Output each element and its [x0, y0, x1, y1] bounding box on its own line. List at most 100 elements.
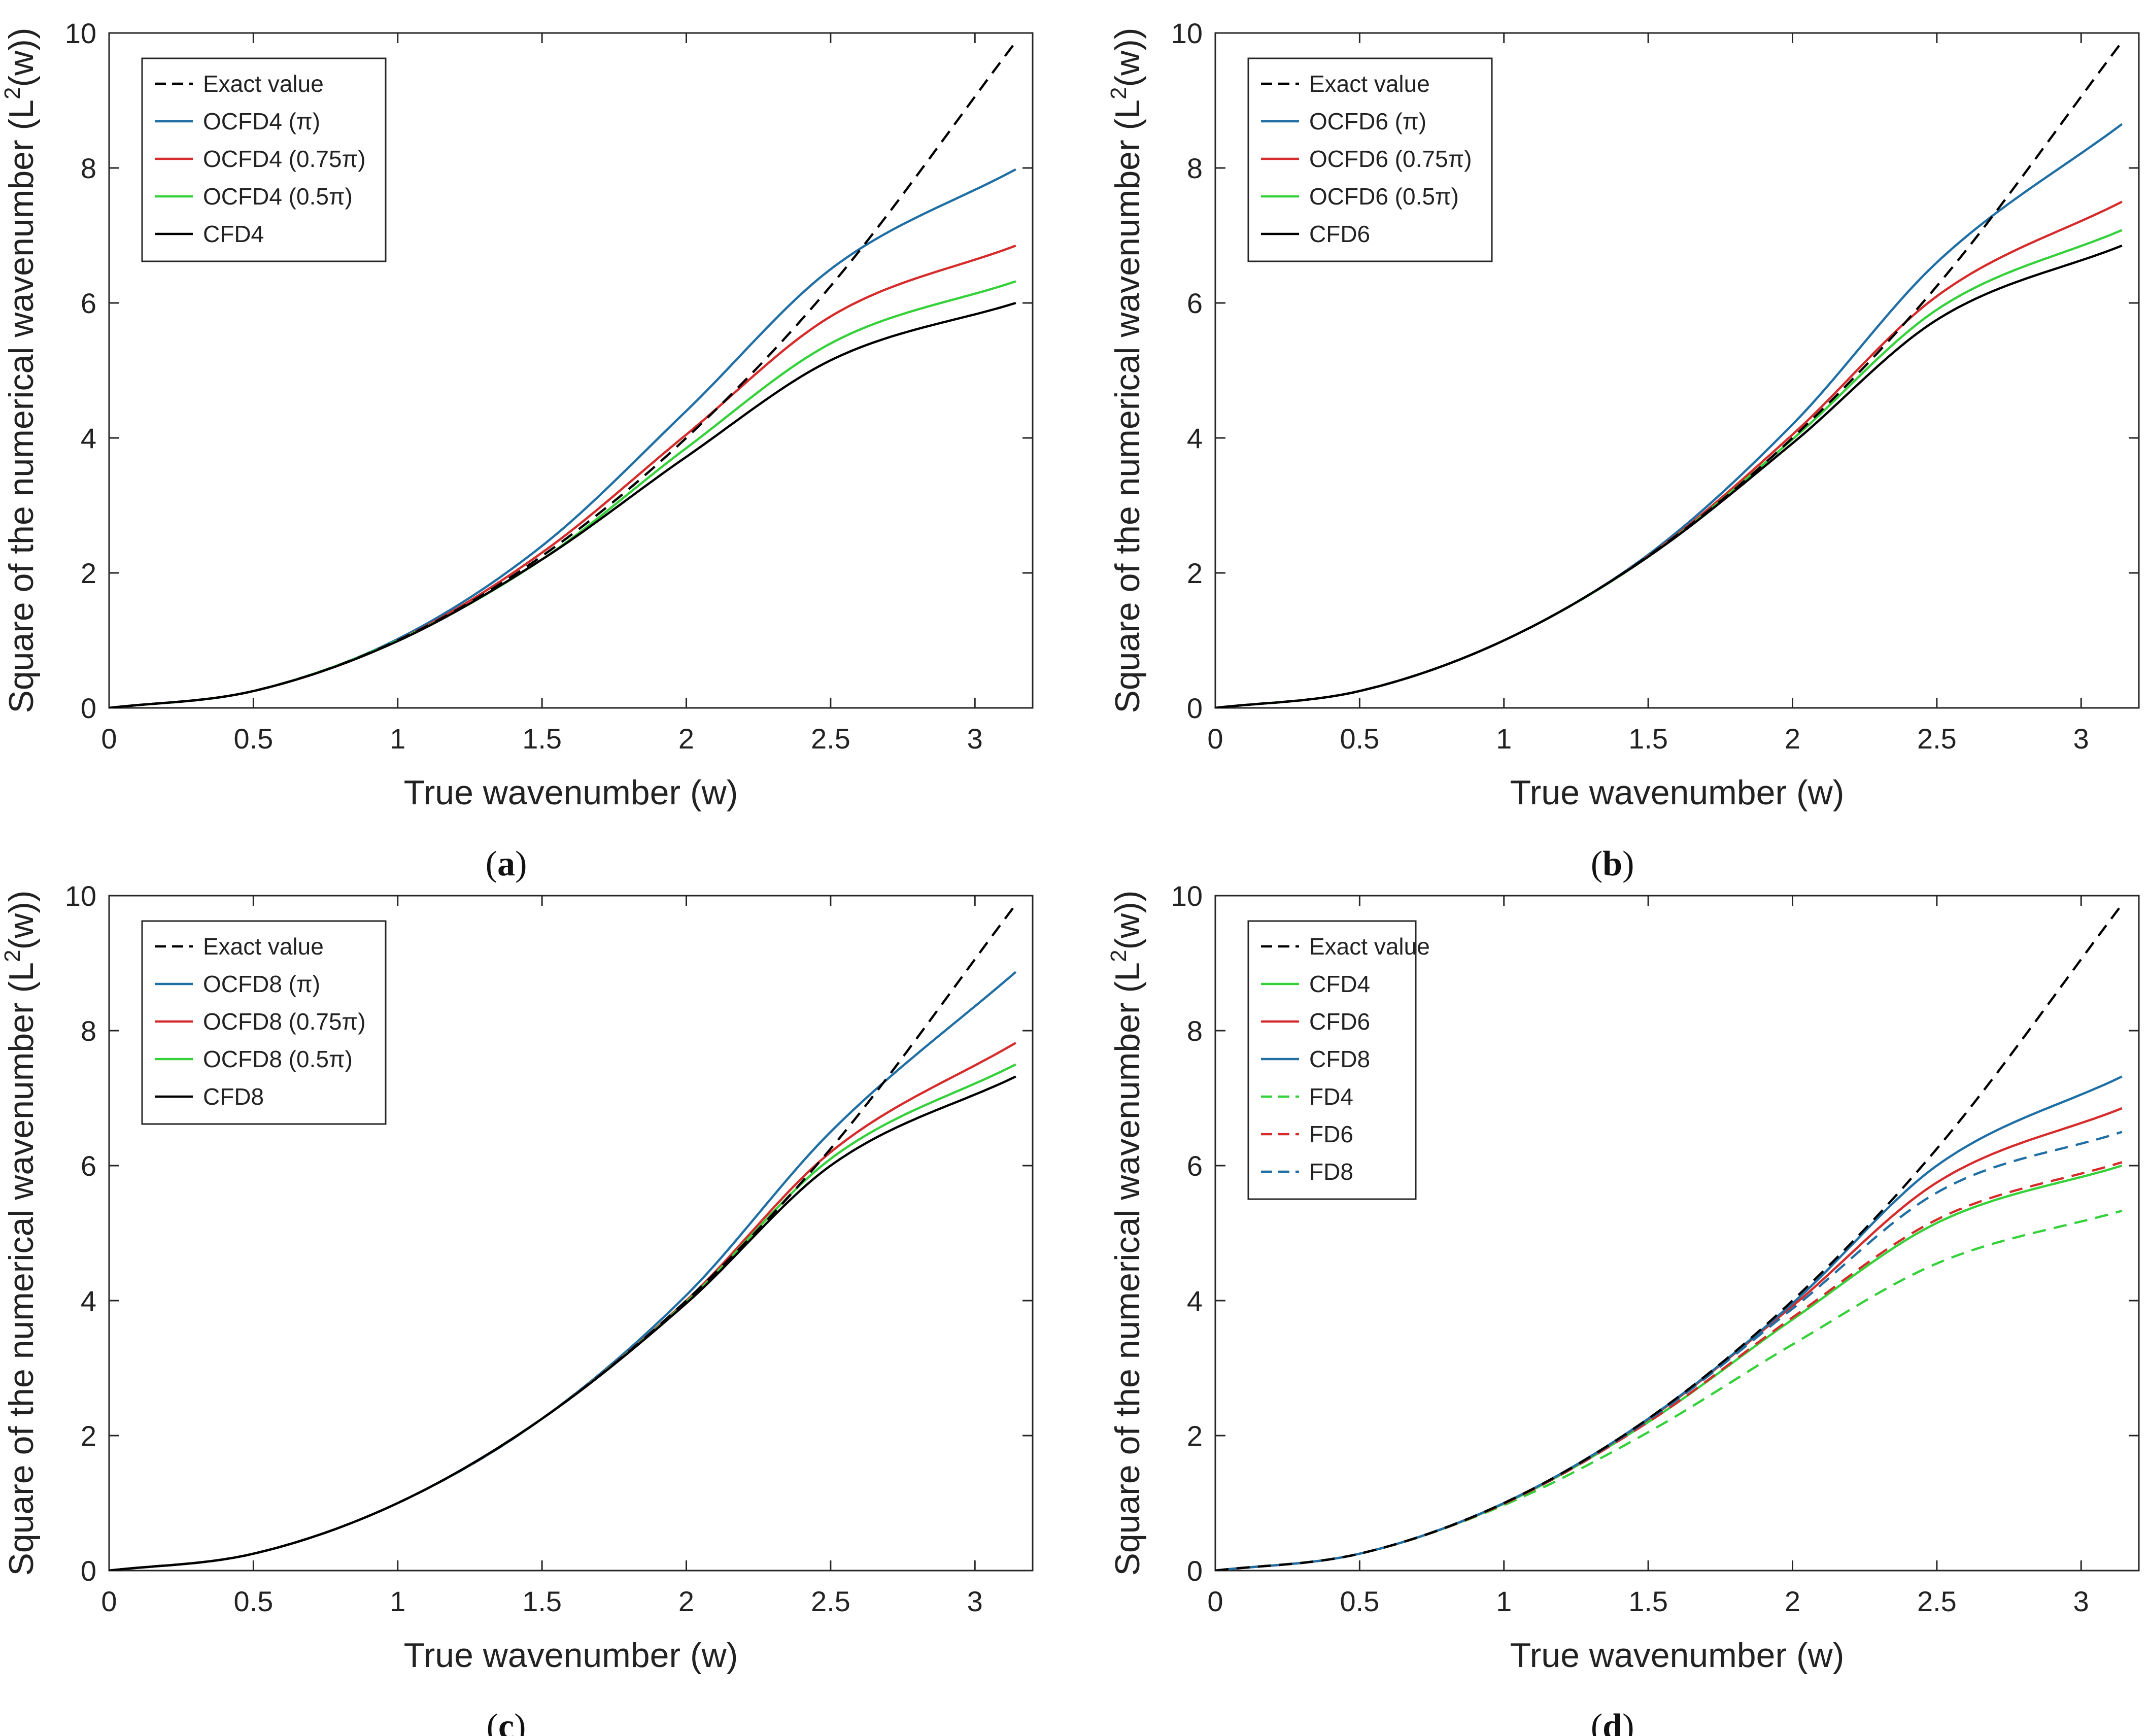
x-tick-label: 1.5 [1628, 723, 1668, 755]
legend-label: CFD6 [1309, 221, 1370, 247]
x-tick-label: 0 [1207, 1585, 1223, 1617]
x-tick-label: 1 [390, 723, 405, 755]
y-tick-label: 10 [1171, 17, 1203, 49]
legend-label: CFD8 [1309, 1046, 1370, 1072]
legend: Exact value CFD4 CFD6 CFD8 FD4 FD6 FD8 [1247, 920, 1430, 1200]
x-tick-label: 0.5 [233, 723, 273, 755]
y-tick-label: 8 [81, 152, 96, 184]
series-line-ocfd4-0-75- [109, 244, 1016, 708]
x-tick-label: 1.5 [1628, 1585, 1668, 1617]
series-line-fd6 [1215, 1161, 2123, 1571]
series-line-ocfd8-0-5- [109, 1063, 1016, 1571]
legend-label: OCFD8 (π) [203, 971, 320, 997]
legend: Exact value OCFD8 (π) OCFD8 (0.75π) OCFD8 (… [141, 920, 387, 1125]
legend-label: Exact value [203, 71, 324, 97]
x-axis-title: True wavenumber (w) [404, 1636, 738, 1675]
y-tick-label: 2 [81, 557, 96, 589]
legend: Exact value OCFD4 (π) OCFD4 (0.75π) OCFD4 (… [141, 57, 387, 262]
x-tick-label: 2.5 [1917, 1585, 1957, 1617]
series-line-ocfd6-0-75- [1215, 200, 2123, 708]
x-tick-label: 2 [1785, 1585, 1800, 1617]
legend-label: OCFD8 (0.75π) [203, 1008, 366, 1035]
y-tick-label: 4 [1187, 1285, 1203, 1317]
series-line-fd4 [1215, 1209, 2123, 1571]
x-tick-label: 2.5 [1917, 723, 1957, 755]
y-tick-label: 6 [1187, 287, 1203, 319]
series-line-cfd8 [109, 1075, 1016, 1571]
y-tick-label: 6 [81, 287, 96, 319]
legend-label: CFD4 [1309, 971, 1370, 997]
y-axis-title: Square of the numerical wavenumber (L2(w… [1106, 890, 1147, 1576]
x-tick-label: 3 [967, 723, 983, 755]
y-tick-label: 2 [81, 1420, 96, 1452]
axes-box [1214, 895, 2140, 1572]
axes-box [1214, 32, 2140, 709]
y-axis-title: Square of the numerical wavenumber (L2(w… [1106, 27, 1147, 713]
x-tick-label: 0.5 [1340, 1585, 1379, 1617]
x-tick-label: 2 [678, 723, 694, 755]
x-axis-title: True wavenumber (w) [1510, 773, 1845, 812]
x-tick-label: 2.5 [811, 1585, 850, 1617]
legend-label: OCFD4 (0.75π) [203, 146, 366, 172]
y-tick-label: 10 [65, 17, 96, 49]
y-tick-label: 8 [1187, 1015, 1203, 1047]
y-tick-label: 4 [81, 1285, 96, 1317]
y-tick-label: 10 [1171, 880, 1203, 912]
x-axis-title: True wavenumber (w) [404, 773, 738, 812]
legend-label: CFD4 [203, 221, 264, 247]
y-tick-label: 2 [1187, 1420, 1203, 1452]
x-tick-label: 0 [101, 723, 117, 755]
x-tick-label: 3 [2073, 723, 2089, 755]
x-tick-label: 1 [390, 1585, 405, 1617]
series-line-exact-value [109, 903, 1017, 1571]
legend-label: OCFD8 (0.5π) [203, 1046, 353, 1072]
panel-b: 0 0.5 1 1.5 2 2.5 3 0 2 4 6 8 10 True wavenumber (w) S… [1106, 17, 2140, 883]
x-tick-label: 2.5 [811, 723, 850, 755]
y-axis-title: Square of the numerical wavenumber (L2(w… [0, 27, 41, 713]
series-line-ocfd4-0-5- [109, 280, 1016, 708]
y-tick-label: 6 [1187, 1150, 1203, 1182]
x-tick-label: 1.5 [522, 1585, 562, 1617]
legend-label: Exact value [1309, 933, 1430, 960]
y-tick-label: 4 [81, 422, 96, 454]
legend-label: FD8 [1309, 1159, 1353, 1185]
axes-box [108, 895, 1034, 1572]
series-line-exact-value [109, 41, 1017, 708]
x-tick-label: 1.5 [522, 723, 562, 755]
series-line-ocfd6-0-5- [1215, 229, 2123, 708]
plot-area [1215, 41, 2123, 708]
series-line-cfd4 [109, 301, 1016, 708]
series-line-cfd4 [1215, 1164, 2123, 1571]
legend-label: OCFD6 (π) [1309, 108, 1426, 134]
x-tick-label: 0 [1207, 723, 1223, 755]
y-tick-label: 8 [81, 1015, 96, 1047]
x-tick-label: 1 [1496, 1585, 1512, 1617]
series-line-exact-value [1215, 903, 2123, 1571]
panel-c: 0 0.5 1 1.5 2 2.5 3 0 2 4 6 8 10 True wavenumber (w) S… [0, 880, 1034, 1736]
x-tick-label: 0.5 [233, 1585, 273, 1617]
legend-label: CFD6 [1309, 1008, 1370, 1035]
legend-label: OCFD6 (0.75π) [1309, 146, 1472, 172]
legend-label: OCFD6 (0.5π) [1309, 183, 1459, 210]
y-tick-label: 6 [81, 1150, 96, 1182]
x-axis-title: True wavenumber (w) [1510, 1636, 1845, 1675]
legend-label: Exact value [1309, 71, 1430, 97]
panel-a: 0 0.5 1 1.5 2 2.5 3 0 2 4 6 8 10 True wavenumber (w) S… [0, 17, 1034, 883]
axes-box [108, 32, 1034, 709]
y-tick-label: 4 [1187, 422, 1203, 454]
panel-label: (b) [1591, 844, 1634, 883]
x-tick-label: 0 [101, 1585, 117, 1617]
series-line-exact-value [1215, 41, 2123, 708]
panel-label: (d) [1591, 1707, 1634, 1736]
series-line-cfd6 [1215, 244, 2123, 708]
legend-label: OCFD4 (π) [203, 108, 320, 134]
legend-label: Exact value [203, 933, 324, 960]
y-tick-label: 8 [1187, 152, 1203, 184]
x-tick-label: 2 [1785, 723, 1800, 755]
plot-area [109, 903, 1017, 1571]
x-tick-label: 0.5 [1340, 723, 1379, 755]
y-tick-label: 0 [1187, 692, 1203, 724]
panel-label: (c) [487, 1707, 526, 1736]
y-axis-title: Square of the numerical wavenumber (L2(w… [0, 890, 41, 1576]
